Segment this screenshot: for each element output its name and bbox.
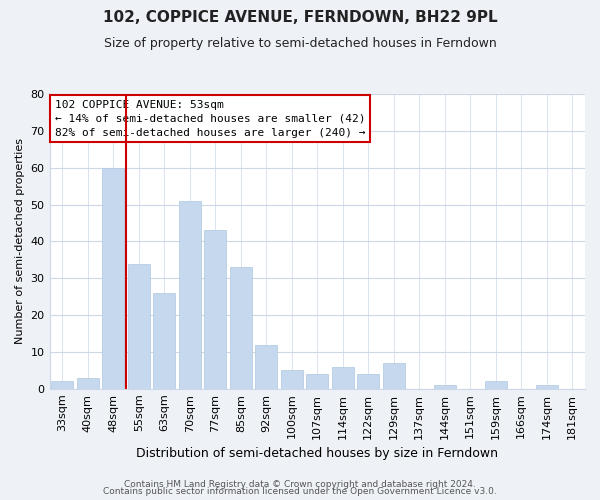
Bar xyxy=(103,168,124,389)
Bar xyxy=(205,230,226,389)
Bar xyxy=(230,267,251,389)
Bar xyxy=(256,344,277,389)
Text: 102 COPPICE AVENUE: 53sqm
← 14% of semi-detached houses are smaller (42)
82% of : 102 COPPICE AVENUE: 53sqm ← 14% of semi-… xyxy=(55,100,365,138)
Bar xyxy=(77,378,98,389)
Bar xyxy=(536,385,557,389)
Text: Contains public sector information licensed under the Open Government Licence v3: Contains public sector information licen… xyxy=(103,488,497,496)
Bar xyxy=(485,382,506,389)
Bar xyxy=(179,201,200,389)
Bar xyxy=(332,366,353,389)
Bar xyxy=(281,370,302,389)
Bar xyxy=(383,363,404,389)
Bar xyxy=(358,374,379,389)
Text: Size of property relative to semi-detached houses in Ferndown: Size of property relative to semi-detach… xyxy=(104,38,496,51)
Bar xyxy=(154,293,175,389)
Text: 102, COPPICE AVENUE, FERNDOWN, BH22 9PL: 102, COPPICE AVENUE, FERNDOWN, BH22 9PL xyxy=(103,10,497,25)
Bar xyxy=(52,382,73,389)
Bar xyxy=(307,374,328,389)
Bar xyxy=(434,385,455,389)
Y-axis label: Number of semi-detached properties: Number of semi-detached properties xyxy=(15,138,25,344)
Bar xyxy=(128,264,149,389)
Text: Contains HM Land Registry data © Crown copyright and database right 2024.: Contains HM Land Registry data © Crown c… xyxy=(124,480,476,489)
X-axis label: Distribution of semi-detached houses by size in Ferndown: Distribution of semi-detached houses by … xyxy=(136,447,498,460)
